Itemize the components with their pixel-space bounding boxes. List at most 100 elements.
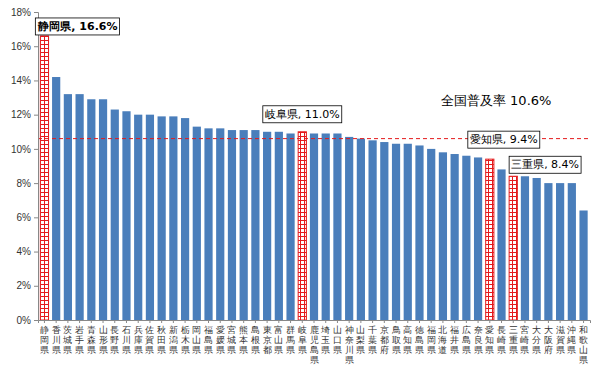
bar: [439, 152, 447, 320]
x-tick-mark: [161, 320, 162, 323]
bar: [251, 130, 259, 320]
x-tick-mark: [396, 320, 397, 323]
bar: [111, 110, 119, 320]
annotation-label: 愛知県, 9.4%: [470, 133, 538, 146]
bar: [240, 130, 248, 320]
x-tick: 熊本県: [239, 320, 248, 355]
x-tick-mark: [149, 320, 150, 323]
x-tick: 福岡県: [427, 320, 436, 355]
bar: [486, 159, 494, 320]
annotation: 三重県, 8.4%: [509, 156, 581, 173]
x-tick-label: 愛知県: [485, 325, 494, 355]
y-tick: 4%: [17, 246, 38, 257]
x-tick-mark: [583, 320, 584, 323]
x-tick-label: 新潟県: [169, 325, 178, 355]
x-tick: 富山県: [274, 320, 283, 355]
x-tick: 福島県: [204, 320, 213, 355]
x-tick-mark: [56, 320, 57, 323]
x-tick-mark: [442, 320, 443, 323]
x-tick-mark: [513, 320, 514, 323]
bar: [275, 132, 283, 320]
x-tick-mark: [325, 320, 326, 323]
y-tick-mark: [34, 286, 38, 287]
x-tick: 山梨県: [356, 320, 365, 355]
x-tick-label: 千葉県: [368, 325, 377, 355]
x-tick-label: 北海道: [438, 325, 447, 355]
y-tick-mark: [34, 320, 38, 321]
bar: [204, 128, 212, 320]
x-tick-label: 鳥取県: [391, 325, 401, 355]
x-tick: 大阪府: [544, 320, 553, 355]
x-tick-label: 福島県: [204, 325, 213, 355]
annotation-label: 静岡県, 16.6%: [37, 20, 117, 33]
bar: [544, 183, 552, 320]
y-tick-label: 16%: [11, 41, 31, 52]
x-tick-mark: [278, 320, 279, 323]
x-tick-label: 大阪府: [544, 325, 553, 355]
x-tick: 北海道: [438, 320, 447, 355]
x-tick-label: 沖縄県: [566, 325, 576, 355]
x-tick-mark: [231, 320, 232, 323]
x-tick-mark: [220, 320, 221, 323]
x-tick: 和歌山県: [579, 320, 588, 365]
x-tick-mark: [267, 320, 268, 323]
x-tick: 大分県: [532, 320, 541, 355]
x-tick-label: 宮城県: [226, 325, 236, 355]
x-tick: 長野県: [110, 320, 119, 355]
y-tick-mark: [34, 183, 38, 184]
x-tick: 鹿児島県: [310, 320, 319, 365]
x-tick-label: 奈良県: [474, 325, 483, 355]
x-tick-label: 広島県: [462, 325, 471, 355]
x-tick-label: 滋賀県: [556, 325, 565, 355]
x-tick-label: 栃木県: [181, 325, 190, 355]
x-tick-label: 福井県: [450, 325, 459, 355]
x-tick-mark: [103, 320, 104, 323]
y-tick-mark: [34, 252, 38, 253]
x-tick: 石川県: [122, 320, 131, 355]
y-tick: 2%: [17, 280, 38, 291]
x-tick-mark: [548, 320, 549, 323]
bar: [579, 210, 587, 320]
x-tick: 岐阜県: [298, 320, 307, 355]
x-tick-mark: [44, 320, 45, 323]
x-tick-label: 岐阜県: [298, 325, 307, 355]
x-tick-mark: [524, 320, 525, 323]
x-tick: 福井県: [450, 320, 459, 355]
x-tick: 栃木県: [181, 320, 190, 355]
x-tick: 京都府: [380, 320, 389, 355]
x-tick-label: 佐賀県: [145, 325, 154, 355]
x-tick: 神奈川県: [345, 320, 354, 365]
annotation-box: [35, 18, 119, 35]
x-tick-label: 大分県: [532, 325, 541, 355]
x-tick: 茨城県: [62, 320, 72, 355]
x-tick-mark: [372, 320, 373, 323]
x-tick: 愛知県: [485, 320, 494, 355]
annotation-box: [509, 156, 581, 173]
y-tick: 18%: [11, 7, 38, 18]
x-tick: 秋田県: [157, 320, 166, 355]
bar: [404, 144, 412, 320]
x-tick-label: 鹿児島県: [310, 325, 319, 365]
bar: [462, 156, 470, 320]
x-tick-label: 香川県: [52, 325, 61, 355]
x-tick-label: 富山県: [274, 325, 283, 355]
x-tick: 愛媛県: [216, 320, 225, 355]
y-axis: 0%2%4%6%8%10%12%14%16%18%: [11, 7, 39, 326]
x-tick: 沖縄県: [566, 320, 576, 355]
x-tick-label: 山梨県: [356, 325, 365, 355]
bar: [286, 133, 294, 320]
bar: [263, 132, 271, 320]
y-tick-mark: [34, 149, 38, 150]
annotation-box: [263, 106, 342, 123]
x-tick-mark: [290, 320, 291, 323]
x-tick-mark: [536, 320, 537, 323]
x-axis-line: [39, 321, 591, 324]
x-tick: 静岡県: [40, 320, 49, 355]
annotation-box: [468, 131, 540, 148]
annotation: 静岡県, 16.6%: [35, 18, 119, 35]
y-tick-mark: [34, 12, 38, 13]
x-tick: 岡山県: [192, 320, 201, 355]
y-tick-label: 14%: [11, 75, 31, 86]
x-tick-mark: [360, 320, 361, 323]
x-tick-mark: [138, 320, 139, 323]
